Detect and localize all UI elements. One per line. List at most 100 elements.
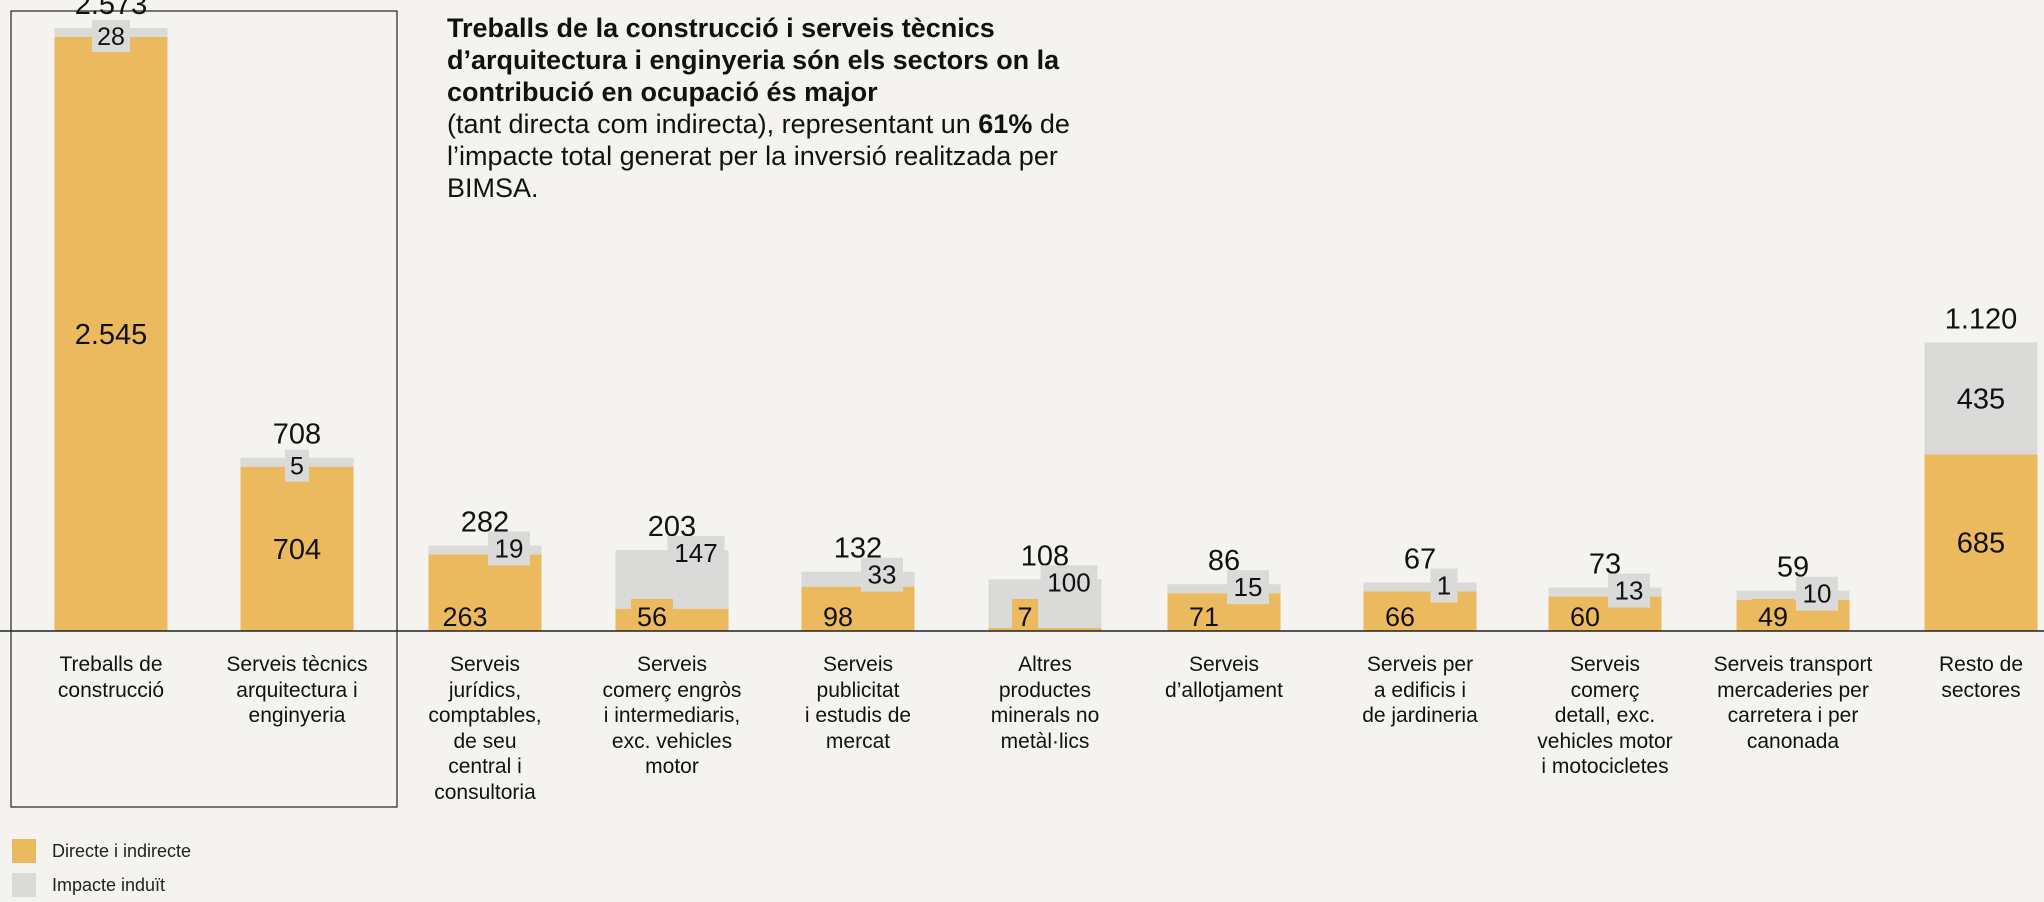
- direct-label-box: [1379, 599, 1421, 631]
- bar-induced: [1924, 342, 2038, 455]
- category-label-line: Serveis transport: [1713, 653, 1873, 676]
- direct-label-box: [817, 599, 859, 631]
- data-label-induced: 13: [1615, 576, 1644, 606]
- category-label-line: Serveis tècnics: [226, 653, 368, 676]
- headline-text-2: de l’impacte total generat per la invers…: [447, 109, 1070, 203]
- category-label-line: comerç: [1570, 678, 1640, 702]
- induced-label-box: [1040, 565, 1098, 600]
- category-label-line: Altres: [1018, 653, 1072, 676]
- legend-swatch-direct: [12, 839, 36, 863]
- induced-label-box: [861, 557, 903, 592]
- legend-label-direct: Directe i indirecte: [52, 840, 192, 861]
- category-label-line: consultoria: [434, 780, 536, 804]
- data-label-direct: 98: [823, 602, 853, 632]
- induced-label-box: [1430, 568, 1458, 603]
- data-label-direct: 66: [1385, 602, 1415, 632]
- category-label-line: construcció: [57, 678, 165, 702]
- bar-direct: [1924, 454, 2038, 631]
- total-label: 1.120: [1945, 303, 2018, 335]
- category-label-line: Resto de: [1938, 653, 2024, 676]
- data-label-induced: 147: [674, 538, 717, 568]
- headline-bold-pct: 61%: [978, 109, 1033, 139]
- category-label-line: Serveis: [822, 653, 894, 676]
- data-label-direct: 49: [1758, 602, 1788, 632]
- category-label-line: publicitat: [816, 678, 900, 702]
- category-label: Treballs de construcció: [11, 652, 211, 703]
- category-label: Resto de sectores: [1881, 652, 2044, 703]
- category-label-line: comerç engròs: [602, 678, 742, 702]
- category-label-line: minerals no: [990, 704, 1100, 727]
- data-label-induced: 1: [1437, 570, 1451, 600]
- category-label-line: carretera i per: [1727, 704, 1859, 727]
- data-label-direct: 704: [273, 534, 321, 566]
- category-label-line: Serveis: [1188, 653, 1260, 676]
- category-label-line: comptables,: [428, 704, 542, 727]
- category-label-line: exc. vehicles: [611, 729, 733, 753]
- category-label-line: i motocicletes: [1541, 755, 1669, 778]
- data-label-induced: 15: [1234, 572, 1263, 602]
- category-label: Serveis d’allotjament: [1124, 652, 1324, 703]
- category-label-line: i estudis de: [804, 704, 912, 727]
- category-label-line: canonada: [1746, 729, 1840, 753]
- data-label-induced: 28: [97, 23, 125, 51]
- category-label: Serveis tècnics arquitectura i enginyeria: [197, 652, 397, 729]
- legend-label-induced: Impacte induït: [52, 874, 166, 895]
- highlight-box: [10, 10, 398, 808]
- data-label-direct: 685: [1957, 528, 2005, 560]
- category-label-line: i intermediaris,: [603, 704, 741, 727]
- data-label-direct: 60: [1570, 602, 1600, 632]
- legend-swatch-induced: [12, 873, 36, 897]
- direct-label-box: [436, 599, 494, 631]
- direct-label-box: [1183, 599, 1225, 631]
- data-label-direct: 71: [1189, 602, 1219, 632]
- data-label-induced: 435: [1957, 383, 2005, 415]
- data-label-induced: 5: [290, 453, 304, 481]
- category-label-line: vehicles motor: [1537, 729, 1673, 753]
- category-label-line: productes: [998, 678, 1092, 702]
- category-label: Serveis publicitat i estudis de mercat: [758, 652, 958, 754]
- direct-label-box: [1752, 599, 1794, 631]
- category-label-line: central i: [448, 755, 522, 778]
- data-label-direct: 56: [637, 602, 667, 632]
- bar-induced: [1167, 584, 1281, 594]
- induced-label-box: [1796, 576, 1838, 611]
- direct-label-box: [1012, 599, 1038, 631]
- category-label-line: detall, exc.: [1554, 704, 1656, 727]
- bar-direct: [988, 628, 1102, 631]
- category-label-line: Serveis per: [1366, 653, 1474, 676]
- induced-label-box: [1227, 570, 1269, 605]
- category-label-line: mercaderies per: [1717, 678, 1869, 702]
- induced-label-box: [667, 536, 725, 571]
- legend-item-induced: Impacte induït: [12, 868, 191, 902]
- category-label: Serveis transport mercaderies per carreter…: [1693, 652, 1893, 754]
- category-label-line: d’allotjament: [1165, 678, 1283, 702]
- data-label-induced: 19: [495, 534, 524, 564]
- bar-induced: [428, 545, 542, 555]
- legend: Directe i indirecte Impacte induït: [12, 834, 191, 902]
- category-label-line: enginyeria: [248, 704, 346, 727]
- headline-bold-lead: Treballs de la construcció i serveis tèc…: [447, 13, 1060, 107]
- category-label-line: Serveis: [1569, 653, 1641, 676]
- category-label-line: de jardineria: [1362, 704, 1478, 727]
- category-label: Altres productes minerals no metàl·lics: [945, 652, 1145, 754]
- category-label-line: motor: [645, 755, 699, 778]
- category-label-line: arquitectura i: [236, 678, 358, 702]
- category-label: Serveis jurídics, comptables, de seu central…: [385, 652, 585, 805]
- total-label: 708: [273, 419, 321, 451]
- category-label-line: jurídics,: [448, 678, 522, 702]
- data-label-induced: 33: [868, 560, 897, 590]
- category-label-line: mercat: [825, 729, 891, 753]
- direct-label-box: [631, 599, 673, 631]
- induced-label-box: [92, 19, 130, 52]
- chart-headline: Treballs de la construcció i serveis tèc…: [447, 12, 1087, 204]
- category-label-line: Treballs de: [59, 653, 163, 676]
- headline-text-1: (tant directa com indirecta), representa…: [447, 109, 971, 139]
- data-label-direct: 7: [1017, 602, 1032, 632]
- bar-induced: [1548, 587, 1662, 597]
- direct-label-box: [1564, 599, 1606, 631]
- data-label-induced: 10: [1803, 579, 1832, 609]
- data-label-direct: 2.545: [75, 319, 148, 351]
- total-label: 2.573: [75, 0, 148, 21]
